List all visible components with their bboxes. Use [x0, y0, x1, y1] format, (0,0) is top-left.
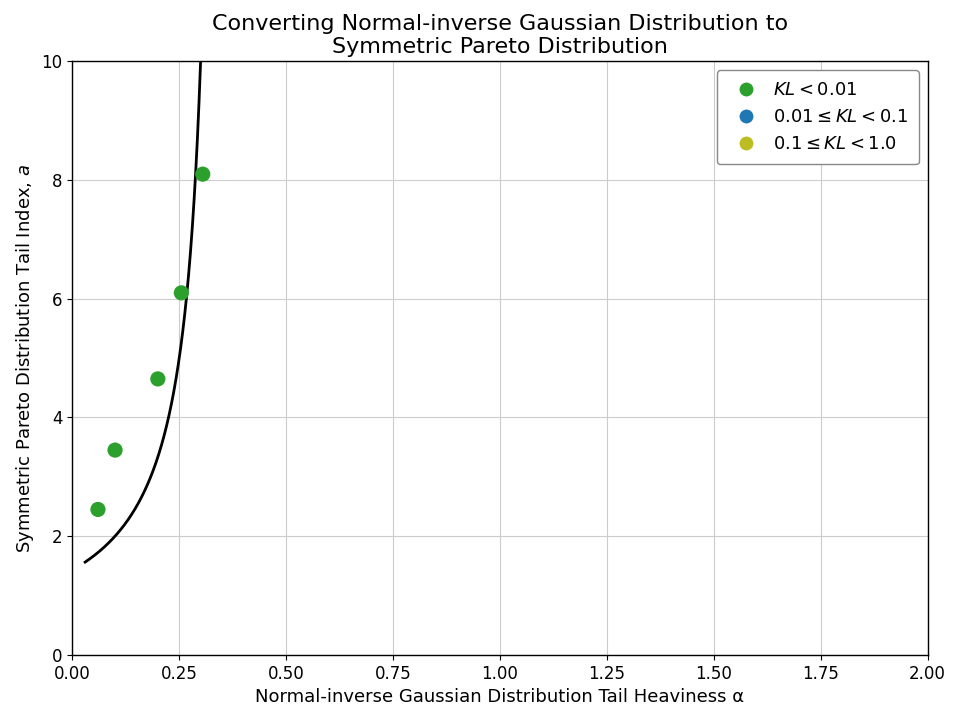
Point — [195, 168, 210, 180]
Point — [174, 287, 189, 299]
Point — [90, 504, 106, 516]
Point — [150, 373, 165, 384]
X-axis label: Normal-inverse Gaussian Distribution Tail Heaviness α: Normal-inverse Gaussian Distribution Tai… — [255, 688, 745, 706]
Y-axis label: Symmetric Pareto Distribution Tail Index, $a$: Symmetric Pareto Distribution Tail Index… — [13, 163, 36, 553]
Point — [108, 444, 123, 456]
Title: Converting Normal-inverse Gaussian Distribution to
Symmetric Pareto Distribution: Converting Normal-inverse Gaussian Distr… — [212, 14, 788, 57]
Legend: $KL < 0.01$, $0.01 \leq KL < 0.1$, $0.1 \leq KL < 1.0$: $KL < 0.01$, $0.01 \leq KL < 0.1$, $0.1 … — [717, 71, 919, 164]
